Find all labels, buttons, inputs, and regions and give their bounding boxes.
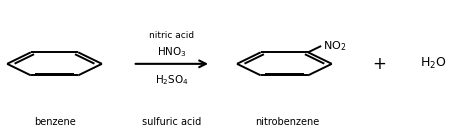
Text: H$_2$O: H$_2$O [420, 56, 447, 71]
Text: benzene: benzene [34, 117, 75, 127]
Text: nitrobenzene: nitrobenzene [255, 117, 319, 127]
Text: H$_2$SO$_4$: H$_2$SO$_4$ [155, 73, 189, 87]
Text: sulfuric acid: sulfuric acid [142, 117, 201, 127]
Text: nitric acid: nitric acid [149, 31, 194, 40]
Text: HNO$_3$: HNO$_3$ [157, 45, 187, 59]
Text: +: + [372, 55, 386, 73]
Text: NO$_2$: NO$_2$ [322, 39, 346, 53]
